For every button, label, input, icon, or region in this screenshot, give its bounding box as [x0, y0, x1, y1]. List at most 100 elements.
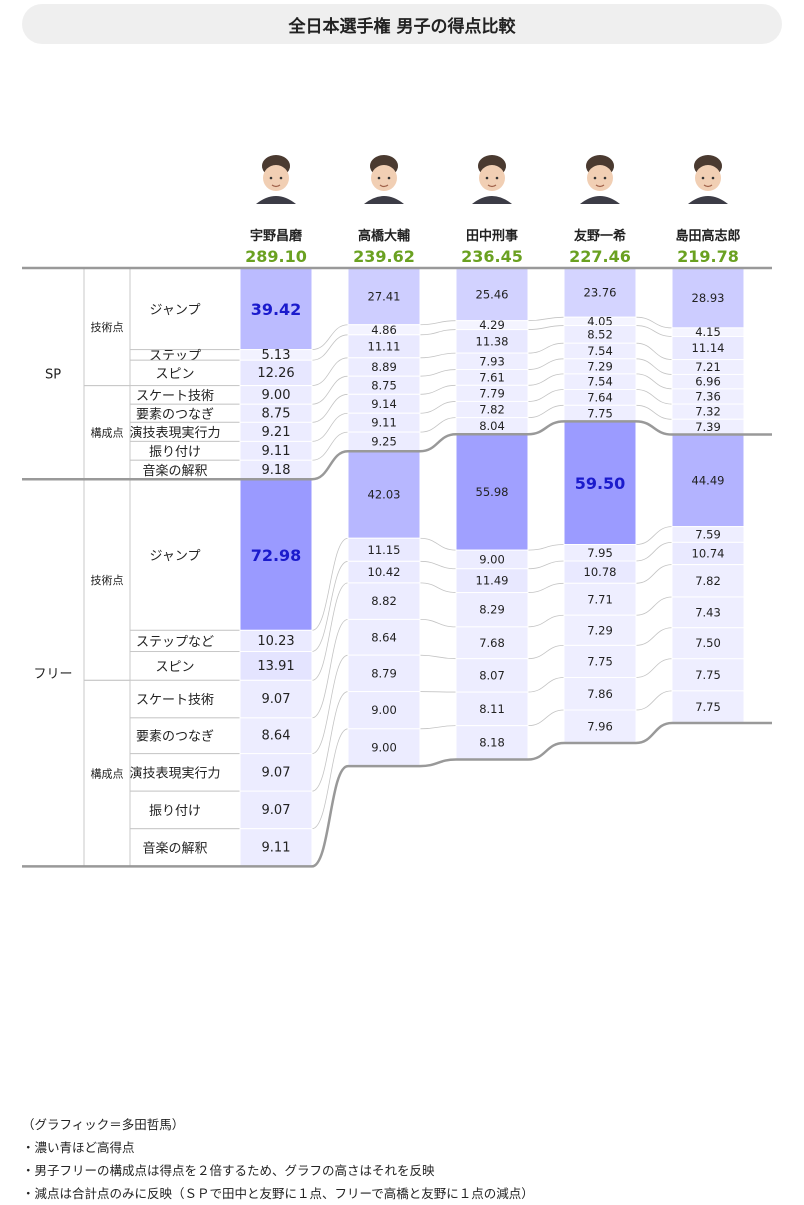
score-value: 7.54 — [587, 344, 613, 358]
connector-line — [311, 728, 349, 830]
score-bar — [455, 691, 529, 727]
score-value: 9.11 — [371, 416, 397, 430]
skater-portrait-icon — [695, 165, 721, 191]
score-value: 7.82 — [479, 403, 505, 417]
row-label: 要素のつなぎ — [136, 730, 214, 745]
score-bar — [563, 582, 637, 616]
bottom-divider — [22, 721, 772, 868]
eye-icon — [593, 176, 597, 180]
row-label: 音楽の解釈 — [142, 463, 207, 479]
score-value: 42.03 — [368, 488, 401, 502]
eye-icon — [701, 176, 705, 180]
score-value: 23.76 — [584, 286, 617, 300]
score-value: 7.32 — [695, 405, 721, 419]
connector-line — [419, 582, 457, 593]
score-value: 11.14 — [692, 341, 725, 355]
score-value: 13.91 — [257, 659, 294, 674]
score-value: 39.42 — [251, 300, 302, 319]
score-value: 9.00 — [262, 388, 291, 403]
connector-line — [311, 619, 349, 719]
score-value: 8.52 — [587, 327, 613, 341]
connector-line — [635, 358, 673, 375]
score-value: 7.61 — [479, 370, 505, 384]
connector-line — [419, 401, 457, 414]
row-label: ジャンプ — [150, 303, 201, 318]
score-bar — [347, 728, 421, 767]
connector-line — [635, 316, 673, 329]
connector-line — [635, 373, 673, 390]
group-label: 構成点 — [91, 767, 124, 780]
connector-line — [635, 596, 673, 616]
connector-line — [419, 417, 457, 433]
connector-line — [311, 582, 349, 681]
note-line: ・濃い青ほど高得点 — [22, 1140, 135, 1155]
connector-line — [419, 537, 457, 551]
score-value: 10.42 — [368, 565, 401, 579]
row-label-cell — [129, 651, 241, 681]
score-bar — [347, 618, 421, 656]
score-bar — [239, 651, 313, 681]
skater-hairline-icon — [262, 160, 290, 168]
score-bar — [347, 691, 421, 730]
score-value: 7.75 — [587, 654, 613, 668]
score-value: 9.07 — [262, 803, 291, 818]
segment-label: フリー — [33, 667, 72, 682]
score-value: 7.39 — [695, 420, 721, 434]
score-value: 7.86 — [587, 687, 613, 701]
score-value: 9.07 — [262, 692, 291, 707]
score-value: 7.64 — [587, 390, 613, 404]
score-value: 7.71 — [587, 592, 613, 606]
connector-line — [419, 654, 457, 660]
row-label: ステップなど — [136, 635, 214, 650]
score-bar — [239, 679, 313, 719]
segment-divider — [22, 420, 772, 481]
score-value: 7.75 — [695, 700, 721, 714]
score-value: 11.11 — [368, 339, 401, 353]
score-value: 9.00 — [371, 740, 397, 754]
row-label: 要素のつなぎ — [136, 407, 214, 422]
score-bar — [239, 267, 313, 351]
score-value: 8.04 — [479, 419, 505, 433]
eye-icon — [387, 176, 391, 180]
row-label: スケート技術 — [136, 693, 214, 708]
score-value: 4.05 — [587, 314, 613, 328]
skater-portrait-icon — [587, 165, 613, 191]
score-value: 9.00 — [371, 703, 397, 717]
score-value: 8.79 — [371, 666, 397, 680]
skater-name: 田中刑事 — [466, 228, 518, 244]
connector-line — [419, 619, 457, 628]
skater-name: 高橋大輔 — [358, 228, 410, 244]
score-bar — [671, 434, 745, 528]
score-value: 7.79 — [479, 386, 505, 400]
score-value: 10.78 — [584, 565, 617, 579]
connector-line — [527, 316, 565, 322]
eye-icon — [603, 176, 607, 180]
score-bar — [563, 644, 637, 678]
score-value: 8.82 — [371, 594, 397, 608]
score-comparison-chart: ジャンプステップスピンスケート技術要素のつなぎ演技表現実行力振り付け音楽の解釈ジ… — [22, 155, 772, 868]
skater-name: 宇野昌磨 — [250, 228, 302, 244]
row-label: 振り付け — [149, 804, 201, 819]
row-label: スピン — [155, 660, 194, 675]
connector-line — [527, 358, 565, 370]
score-value: 9.14 — [371, 397, 397, 411]
connector-line — [527, 709, 565, 727]
score-value: 11.38 — [476, 334, 509, 348]
connector-line — [635, 541, 673, 562]
chart-title: 全日本選手権 男子の得点比較 — [288, 16, 516, 37]
connector-line — [311, 691, 349, 792]
score-value: 7.29 — [587, 359, 613, 373]
skater-name: 友野一希 — [574, 228, 626, 244]
row-label: スケート技術 — [136, 389, 214, 404]
score-value: 7.75 — [587, 406, 613, 420]
connector-line — [311, 357, 349, 386]
notes: （グラフィック＝多田哲馬） ・濃い青ほど高得点 ・男子フリーの構成点は得点を２倍… — [22, 1113, 534, 1205]
score-value: 10.74 — [692, 546, 725, 560]
score-value: 44.49 — [692, 474, 725, 488]
note-line: ・男子フリーの構成点は得点を２倍するため、グラフの高さはそれを反映 — [22, 1163, 435, 1178]
connector-line — [419, 725, 457, 730]
row-label: 振り付け — [149, 445, 201, 460]
connector-line — [311, 324, 349, 350]
connector-line — [527, 389, 565, 402]
score-value: 7.82 — [695, 574, 721, 588]
